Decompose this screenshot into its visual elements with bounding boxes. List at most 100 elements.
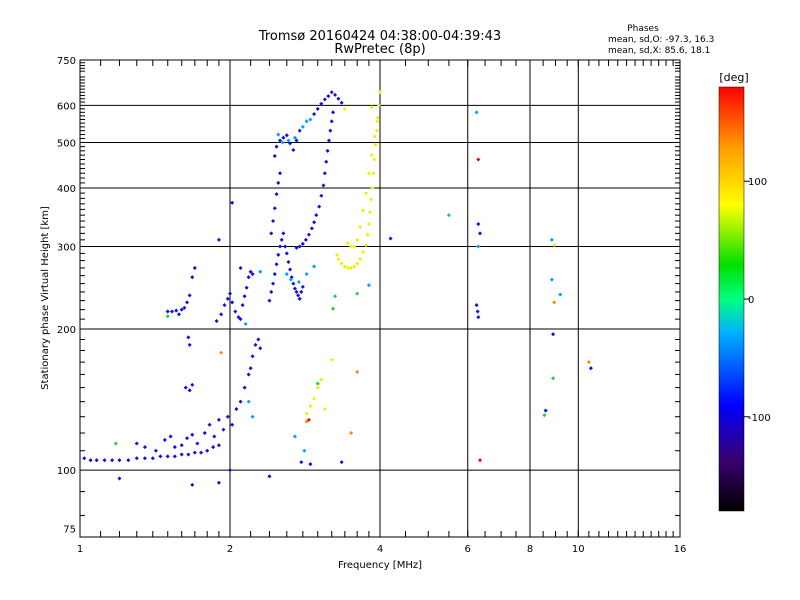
data-point [303,237,308,242]
data-point [312,396,317,401]
data-point [170,309,175,314]
data-point [238,265,243,270]
data-point [216,480,221,485]
data-point [319,377,324,382]
data-point [296,293,301,298]
data-point [134,441,139,446]
chart-title-line1: Tromsø 20160424 04:38:00-04:39:43 [258,29,501,44]
data-point [364,191,369,196]
data-point [174,308,179,313]
colorbar-unit-label: [deg] [719,71,748,84]
data-point [376,103,381,108]
data-point [302,448,307,453]
data-point [248,269,253,274]
data-point [308,462,313,467]
data-point [558,292,563,297]
data-point [221,427,226,432]
data-point [294,289,299,294]
y-axis-label: Stationary phase Virtual Height [km] [40,206,51,390]
data-point [477,458,483,463]
data-point [276,180,281,185]
data-point [308,404,313,409]
data-point [102,458,107,463]
data-point [117,458,122,463]
data-point [328,128,333,133]
data-point [179,307,184,312]
data-point [192,450,197,455]
data-point [552,243,557,248]
y-tick-label: 600 [57,101,76,112]
y-tick-label: 750 [57,56,76,67]
data-point [369,105,374,110]
data-point [256,337,261,342]
data-point [291,147,296,153]
data-point [292,286,297,291]
data-point [358,225,363,230]
data-point [185,300,190,305]
data-point [276,132,281,137]
data-point [365,232,370,237]
data-point [186,335,191,340]
data-point [195,441,200,446]
data-point [476,315,481,320]
data-point [315,381,320,386]
data-point [179,452,184,457]
data-point [242,385,247,390]
data-point [552,300,557,305]
data-point [361,249,366,255]
data-point [216,443,221,448]
phase-box-line1: mean, sd,O: -97.3, 16.3 [608,35,714,45]
data-point [238,399,243,404]
data-point [331,306,336,311]
data-point [309,226,314,231]
data-point [355,261,360,266]
data-point [314,213,319,218]
data-point [476,244,481,249]
data-point [110,458,115,463]
data-point [299,289,304,294]
data-point [234,407,239,412]
data-point [277,244,283,249]
data-point [202,430,207,436]
data-point [168,434,173,439]
y-tick-label: 200 [57,325,76,336]
data-point [355,369,360,374]
data-point [300,284,305,289]
data-point [142,456,147,461]
data-point [370,185,375,190]
data-point [216,417,221,422]
chart-title-line2: RwPretec (8p) [334,42,425,57]
data-point [375,115,380,120]
data-point [258,346,263,351]
y-axis-ticks: 75 100 200 300 400 500 600 750 [57,56,76,536]
data-point [280,140,285,145]
data-point [190,432,195,437]
data-point [374,128,379,133]
data-point [214,319,219,324]
data-point [388,236,393,241]
data-point [277,171,283,176]
data-point [176,312,182,317]
x-tick-label: 2 [227,544,233,555]
data-point [212,434,217,439]
data-point [319,101,324,106]
data-point [199,450,204,455]
data-point [284,251,289,256]
data-point [474,110,479,115]
data-point [476,222,481,227]
data-point [286,259,291,265]
data-point [192,265,197,270]
data-point [551,376,556,381]
data-point [543,408,548,413]
data-point [342,106,347,111]
data-point [142,445,147,450]
x-tick-label: 16 [674,544,687,555]
data-point [227,468,233,473]
data-point [542,413,547,418]
data-point [296,279,301,285]
data-point [267,298,272,303]
data-point [300,124,305,129]
data-point [477,231,483,236]
data-point [187,293,192,298]
data-point [250,414,255,419]
